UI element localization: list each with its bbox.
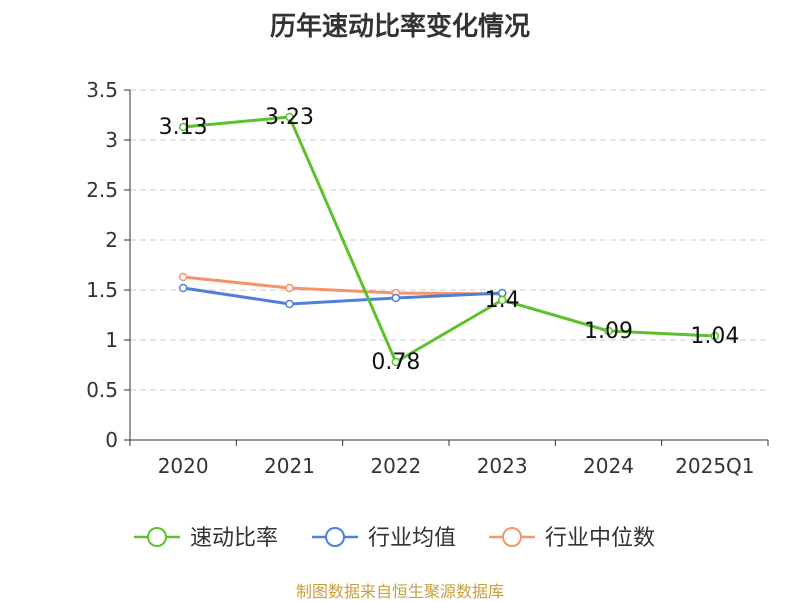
data-point[interactable] [285, 299, 294, 309]
x-tick-label: 2021 [264, 454, 315, 478]
y-tick-label: 0 [105, 428, 118, 452]
y-tick-label: 3.5 [86, 78, 118, 102]
data-point[interactable] [391, 293, 401, 303]
chart-title: 历年速动比率变化情况 [269, 12, 530, 42]
y-tick-label: 2.5 [86, 178, 118, 202]
x-tick-label: 2025Q1 [675, 454, 754, 478]
data-point[interactable] [285, 112, 294, 122]
legend[interactable]: 速动比率 行业均值 行业中位数 [134, 526, 655, 551]
data-point[interactable] [497, 295, 507, 305]
data-label: 0.78 [371, 350, 420, 375]
data-point[interactable] [178, 283, 188, 293]
data-point[interactable] [604, 326, 613, 336]
data-point[interactable] [391, 357, 401, 367]
data-label: 1.4 [485, 288, 520, 313]
data-point[interactable] [285, 283, 294, 293]
series-line [182, 286, 503, 306]
y-tick-label: 1.5 [86, 278, 118, 302]
y-tick-label: 0.5 [86, 378, 118, 402]
legend-label[interactable]: 行业中位数 [545, 526, 655, 551]
x-tick-label: 2022 [370, 454, 421, 478]
x-tick-label: 2023 [477, 454, 528, 478]
series-line [183, 115, 715, 364]
data-label: 1.04 [690, 324, 739, 349]
data-point[interactable] [178, 272, 188, 282]
series-lines [178, 112, 720, 367]
source-note: 制图数据来自恒生聚源数据库 [295, 582, 504, 601]
data-label: 1.09 [584, 319, 633, 344]
legend-marker [325, 527, 345, 547]
y-tick-label: 3 [105, 128, 118, 152]
data-label: 3.23 [265, 105, 314, 130]
data-label: 3.13 [159, 115, 208, 140]
data-point[interactable] [178, 122, 188, 132]
series-line [183, 275, 503, 296]
grid-lines [130, 89, 768, 391]
legend-marker [502, 527, 522, 547]
x-tick-label: 2020 [158, 454, 209, 478]
x-tick-label: 2024 [583, 454, 634, 478]
legend-marker [147, 527, 167, 547]
data-labels: 3.13 3.23 0.78 1.4 1.09 1.04 [159, 105, 740, 375]
legend-label[interactable]: 速动比率 [190, 526, 278, 551]
data-point[interactable] [710, 331, 720, 341]
y-tick-label: 1 [105, 328, 118, 352]
axes: 0 0.5 1 1.5 2 2.5 3 3.5 2020 2021 2022 2023 2024 2025… [86, 78, 769, 478]
y-tick-label: 2 [105, 228, 118, 252]
legend-label[interactable]: 行业均值 [368, 526, 456, 551]
